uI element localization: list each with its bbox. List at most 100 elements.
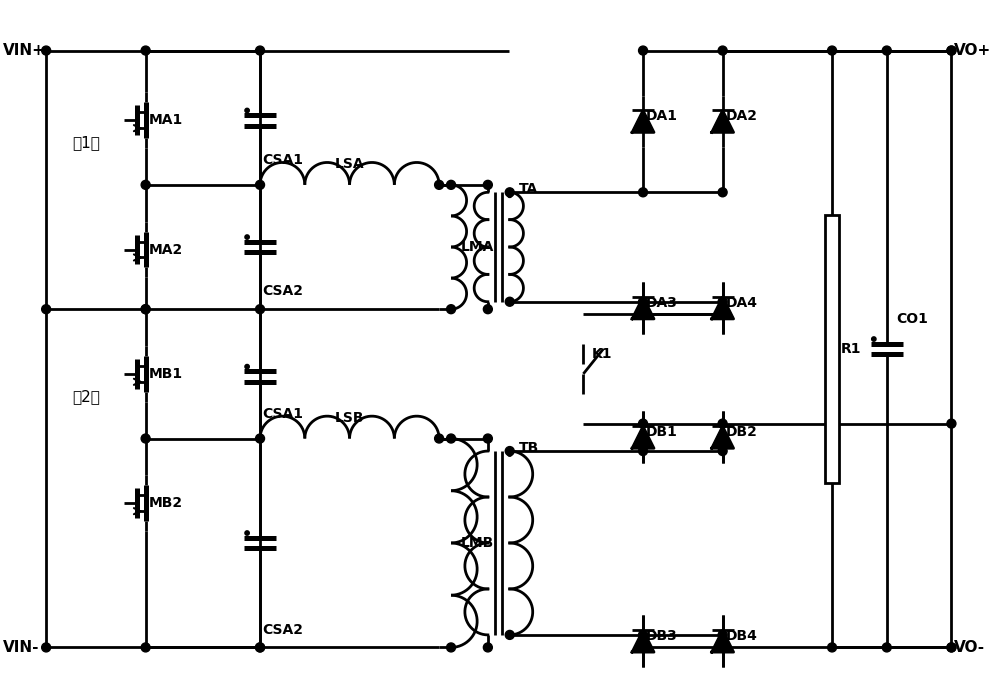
Text: 第2组: 第2组: [72, 389, 100, 404]
Text: TB: TB: [519, 441, 539, 455]
Circle shape: [718, 310, 727, 319]
Circle shape: [42, 305, 51, 314]
Circle shape: [483, 180, 492, 189]
Text: MA2: MA2: [149, 242, 183, 257]
Text: DA3: DA3: [646, 296, 678, 310]
Text: CSA1: CSA1: [262, 407, 303, 421]
Text: LSB: LSB: [335, 411, 364, 425]
Circle shape: [435, 180, 444, 189]
Text: DB4: DB4: [726, 629, 757, 643]
Circle shape: [245, 235, 249, 239]
Text: CSA2: CSA2: [262, 623, 303, 636]
Circle shape: [447, 180, 456, 189]
Circle shape: [141, 305, 150, 314]
Circle shape: [483, 434, 492, 443]
Text: CSA1: CSA1: [262, 153, 303, 167]
Circle shape: [256, 180, 265, 189]
Circle shape: [245, 531, 249, 535]
Polygon shape: [632, 630, 654, 652]
Circle shape: [256, 434, 265, 443]
Text: DA4: DA4: [726, 296, 758, 310]
Circle shape: [718, 297, 727, 306]
Text: LMA: LMA: [461, 240, 494, 254]
Circle shape: [639, 46, 648, 55]
Circle shape: [718, 643, 727, 652]
Polygon shape: [632, 297, 654, 319]
Circle shape: [882, 643, 891, 652]
Text: VIN+: VIN+: [3, 43, 46, 58]
Text: MA1: MA1: [149, 113, 183, 127]
Circle shape: [639, 643, 648, 652]
Polygon shape: [712, 426, 734, 448]
Polygon shape: [632, 426, 654, 448]
Circle shape: [447, 305, 456, 314]
Circle shape: [141, 180, 150, 189]
Text: K1: K1: [591, 347, 612, 361]
Circle shape: [639, 630, 648, 639]
Circle shape: [639, 310, 648, 319]
Circle shape: [718, 630, 727, 639]
Polygon shape: [632, 110, 654, 133]
Text: DA2: DA2: [726, 110, 758, 124]
Circle shape: [245, 108, 249, 112]
Circle shape: [947, 46, 956, 55]
Circle shape: [947, 643, 956, 652]
Text: MB1: MB1: [149, 367, 183, 381]
Circle shape: [435, 434, 444, 443]
Text: DA1: DA1: [646, 110, 678, 124]
Circle shape: [508, 452, 512, 456]
Circle shape: [639, 297, 648, 306]
Text: R1: R1: [841, 342, 862, 356]
Circle shape: [447, 643, 456, 652]
Circle shape: [718, 446, 727, 455]
Circle shape: [42, 643, 51, 652]
Text: CO1: CO1: [897, 312, 929, 326]
Circle shape: [947, 643, 956, 652]
Circle shape: [256, 305, 265, 314]
Polygon shape: [712, 110, 734, 133]
Circle shape: [42, 46, 51, 55]
Text: DB1: DB1: [646, 425, 678, 439]
Circle shape: [447, 434, 456, 443]
Circle shape: [828, 46, 837, 55]
Circle shape: [245, 364, 249, 369]
Text: VO-: VO-: [954, 640, 986, 655]
Circle shape: [505, 446, 514, 455]
Text: CSA2: CSA2: [262, 285, 303, 298]
Circle shape: [872, 337, 876, 341]
Circle shape: [718, 46, 727, 55]
Circle shape: [483, 305, 492, 314]
Circle shape: [505, 297, 514, 306]
Circle shape: [947, 46, 956, 55]
Polygon shape: [712, 630, 734, 652]
Circle shape: [639, 188, 648, 197]
Circle shape: [505, 630, 514, 639]
Circle shape: [882, 46, 891, 55]
Text: LMB: LMB: [461, 536, 494, 550]
Circle shape: [256, 643, 265, 652]
Text: TA: TA: [519, 183, 538, 196]
Circle shape: [256, 643, 265, 652]
Circle shape: [141, 434, 150, 443]
Circle shape: [483, 643, 492, 652]
Text: 第1组: 第1组: [72, 135, 100, 150]
Text: VO+: VO+: [954, 43, 992, 58]
Circle shape: [828, 643, 837, 652]
Circle shape: [256, 46, 265, 55]
Text: DB3: DB3: [646, 629, 678, 643]
Circle shape: [141, 305, 150, 314]
Circle shape: [505, 188, 514, 197]
Circle shape: [141, 46, 150, 55]
Text: VIN-: VIN-: [3, 640, 40, 655]
Text: LSA: LSA: [335, 157, 364, 171]
Text: MB2: MB2: [149, 496, 183, 510]
Text: DB2: DB2: [726, 425, 757, 439]
Circle shape: [718, 419, 727, 428]
Circle shape: [141, 643, 150, 652]
Bar: [825, 214, 839, 483]
Circle shape: [639, 446, 648, 455]
Circle shape: [718, 188, 727, 197]
Circle shape: [508, 193, 512, 198]
Circle shape: [947, 419, 956, 428]
Circle shape: [639, 419, 648, 428]
